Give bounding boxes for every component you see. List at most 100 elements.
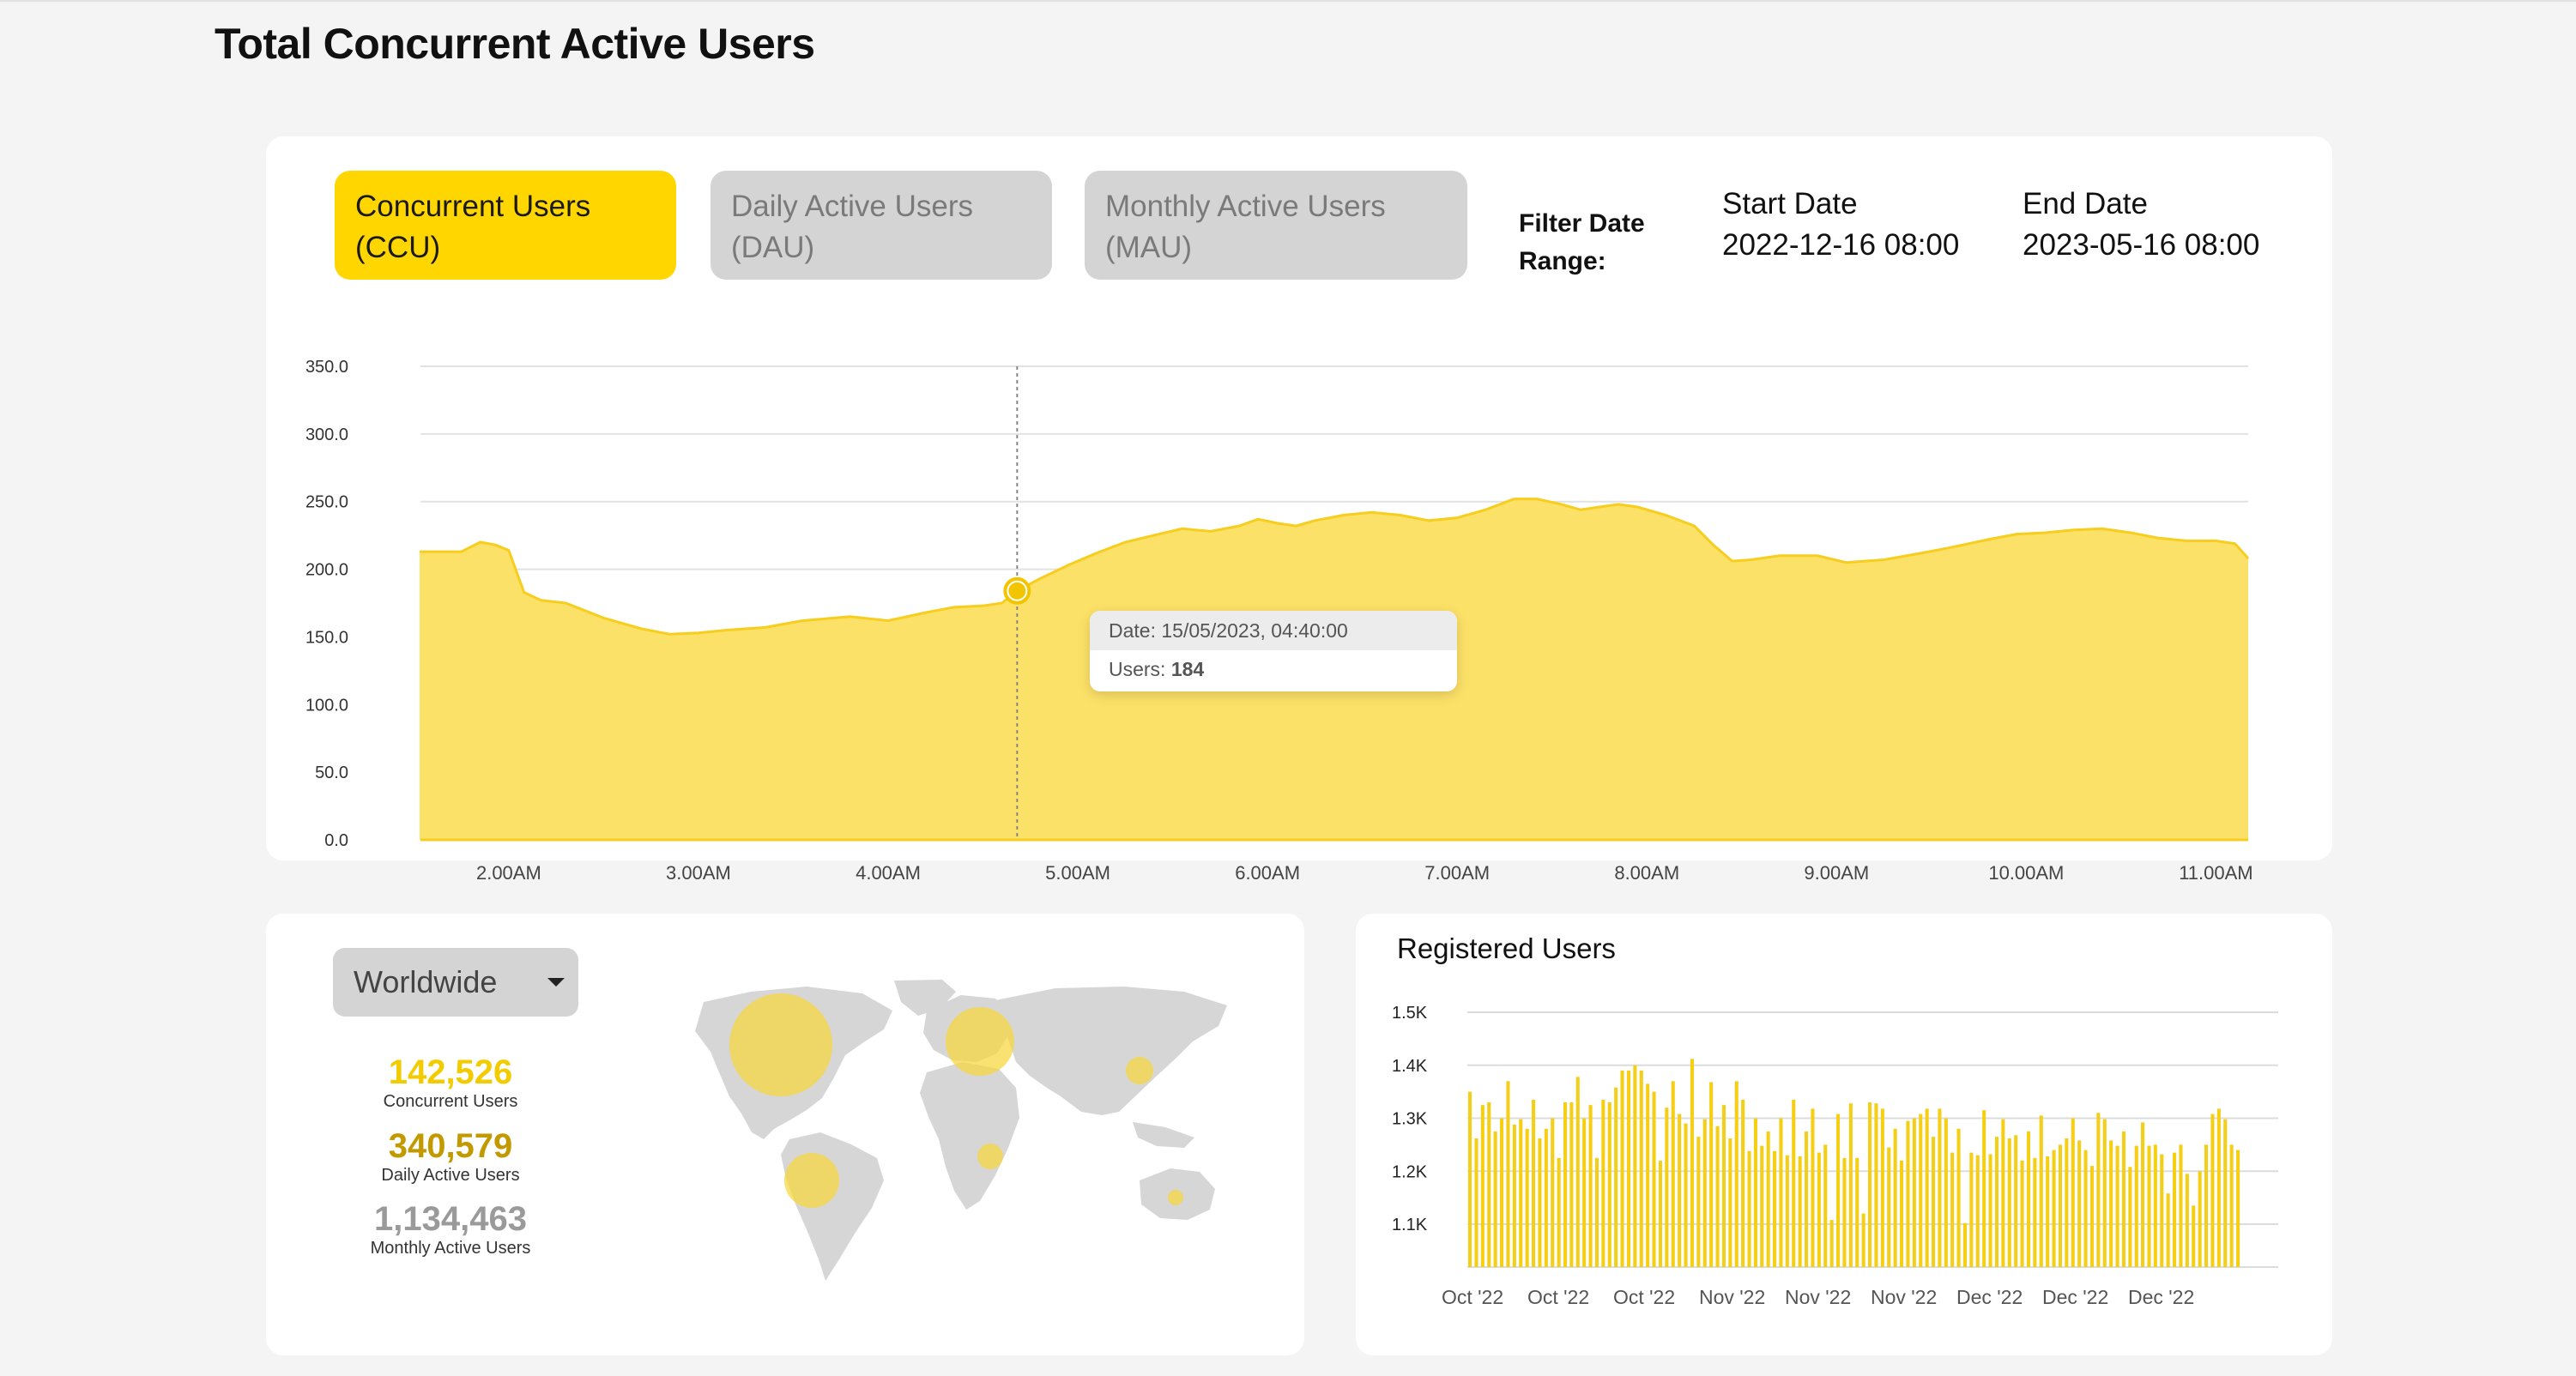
- tab-concurrent-users[interactable]: Concurrent Users (CCU): [335, 171, 676, 280]
- registered-bar: [1563, 1102, 1568, 1267]
- registered-bar: [2077, 1140, 2082, 1267]
- registered-bar: [1532, 1099, 1536, 1267]
- registered-bar: [1639, 1070, 1643, 1267]
- hotspot-africa[interactable]: [977, 1144, 1003, 1169]
- registered-bar: [1861, 1213, 1865, 1267]
- registered-bar: [1678, 1113, 1682, 1267]
- registered-bar: [2007, 1138, 2011, 1267]
- registered-bar: [1805, 1131, 1809, 1267]
- registered-bar: [1988, 1154, 1992, 1267]
- top-border: [0, 0, 2576, 2]
- bar-x-tick-label: Dec '22: [1956, 1286, 2023, 1308]
- registered-bar: [1569, 1102, 1574, 1267]
- ccu-chart-card: Concurrent Users (CCU) Daily Active User…: [266, 136, 2332, 884]
- end-date-picker[interactable]: End Date 2023-05-16 08:00: [2023, 184, 2259, 266]
- page-title: Total Concurrent Active Users: [215, 20, 815, 68]
- filter-date-range-label: Filter Date Range:: [1519, 205, 1656, 281]
- registered-bar: [2052, 1150, 2056, 1267]
- registered-bar: [1855, 1157, 1859, 1267]
- x-tick-label: 2.00AM: [476, 862, 541, 884]
- tab-monthly-active-users[interactable]: Monthly Active Users (MAU): [1085, 171, 1467, 280]
- y-tick-label: 150.0: [305, 628, 348, 647]
- registered-bar: [2071, 1118, 2075, 1267]
- registered-bar: [1868, 1102, 1872, 1267]
- registered-bar: [1975, 1155, 1980, 1267]
- registered-bar: [1848, 1103, 1853, 1267]
- registered-bar: [1500, 1118, 1504, 1267]
- registered-bar: [2179, 1144, 2183, 1267]
- registered-bar: [1836, 1113, 1841, 1267]
- bar-x-tick-label: Oct '22: [1442, 1286, 1503, 1308]
- registered-bar: [1557, 1157, 1561, 1267]
- registered-users-title: Registered Users: [1397, 932, 1616, 964]
- hotspot-australia[interactable]: [1168, 1190, 1183, 1205]
- registered-bar: [1671, 1081, 1675, 1267]
- registered-bar: [1582, 1118, 1587, 1267]
- stat-concurrent-users: 142,526 Concurrent Users: [326, 1053, 575, 1111]
- tab-daily-active-users[interactable]: Daily Active Users (DAU): [711, 171, 1052, 280]
- registered-bar: [1842, 1157, 1847, 1267]
- bar-y-tick-label: 1.3K: [1392, 1110, 1428, 1129]
- tooltip-date-row: Date: 15/05/2023, 04:40:00: [1090, 611, 1457, 650]
- x-tick-label: 9.00AM: [1804, 862, 1869, 884]
- stat-mau-value: 1,134,463: [374, 1200, 527, 1238]
- registered-bar: [1626, 1070, 1630, 1267]
- registered-bar: [1538, 1138, 1542, 1267]
- registered-bar: [2089, 1166, 2094, 1267]
- stat-dau-label: Daily Active Users: [381, 1166, 520, 1185]
- hotspot-europe[interactable]: [946, 1007, 1014, 1076]
- stat-dau-value: 340,579: [388, 1127, 513, 1165]
- registered-bar: [1747, 1150, 1751, 1267]
- registered-bar: [1690, 1059, 1694, 1267]
- registered-bar: [2236, 1150, 2240, 1267]
- tooltip-users-value: 184: [1170, 658, 1205, 680]
- registered-bar: [2020, 1160, 2024, 1267]
- south-america-shape: [781, 1132, 884, 1281]
- chart-tooltip: Date: 15/05/2023, 04:40:00 Users: 184: [1090, 611, 1457, 691]
- registered-bar: [2128, 1167, 2132, 1267]
- registered-bar: [2204, 1144, 2209, 1267]
- stat-daily-active-users: 340,579 Daily Active Users: [326, 1126, 575, 1185]
- world-map[interactable]: [669, 976, 1261, 1337]
- bar-x-tick-label: Nov '22: [1871, 1286, 1937, 1308]
- registered-bar: [1906, 1120, 1910, 1267]
- bar-x-tick-label: Oct '22: [1527, 1286, 1589, 1308]
- y-tick-label: 350.0: [305, 358, 348, 377]
- registered-bar: [1893, 1128, 1897, 1267]
- filter-label-line1: Filter Date: [1519, 209, 1645, 238]
- registered-bar: [1925, 1108, 1929, 1267]
- stat-monthly-active-users: 1,134,463 Monthly Active Users: [326, 1199, 575, 1258]
- registered-bar: [2102, 1119, 2107, 1267]
- hotspot-east-asia[interactable]: [1126, 1057, 1153, 1084]
- registered-bar: [1607, 1102, 1612, 1267]
- bar-x-tick-label: Nov '22: [1785, 1286, 1851, 1308]
- registered-bar: [1544, 1128, 1548, 1267]
- start-date-picker[interactable]: Start Date 2022-12-16 08:00: [1722, 184, 1959, 266]
- registered-bar: [1728, 1138, 1732, 1267]
- registered-bar: [2001, 1119, 2005, 1267]
- registered-bar: [2147, 1145, 2151, 1267]
- registered-bar: [1551, 1118, 1555, 1267]
- registered-bar: [1721, 1105, 1726, 1267]
- caret-down-icon: [547, 978, 565, 987]
- registered-bar: [1823, 1144, 1828, 1267]
- registered-bar: [1480, 1105, 1485, 1267]
- x-tick-label: 10.00AM: [1988, 862, 2064, 884]
- registered-bar: [1575, 1077, 1580, 1267]
- registered-bar: [1594, 1157, 1599, 1267]
- ccu-area-chart[interactable]: 0.0 50.0 100.0 150.0 200.0 250.0 300.0 350.0 2.0…: [266, 136, 2332, 908]
- registered-users-bar-chart[interactable]: 1.1K 1.2K 1.3K 1.4K 1.5K Oct '22 Oct '22 Oct '2…: [1356, 914, 2332, 1355]
- hotspot-north-america[interactable]: [729, 993, 832, 1096]
- registered-bar: [1493, 1131, 1497, 1267]
- registered-bar: [2141, 1122, 2145, 1267]
- bar-x-tick-label: Oct '22: [1613, 1286, 1675, 1308]
- tooltip-date-value: 15/05/2023, 04:40:00: [1161, 619, 1348, 642]
- hotspot-south-america[interactable]: [784, 1153, 839, 1208]
- region-dropdown[interactable]: Worldwide: [333, 948, 578, 1017]
- stat-ccu-label: Concurrent Users: [383, 1092, 518, 1111]
- registered-bar: [1658, 1160, 1662, 1267]
- registered-bar: [2026, 1131, 2030, 1267]
- x-tick-label: 4.00AM: [856, 862, 921, 884]
- registered-bar: [1956, 1128, 1961, 1267]
- bar-y-tick-label: 1.2K: [1392, 1162, 1428, 1181]
